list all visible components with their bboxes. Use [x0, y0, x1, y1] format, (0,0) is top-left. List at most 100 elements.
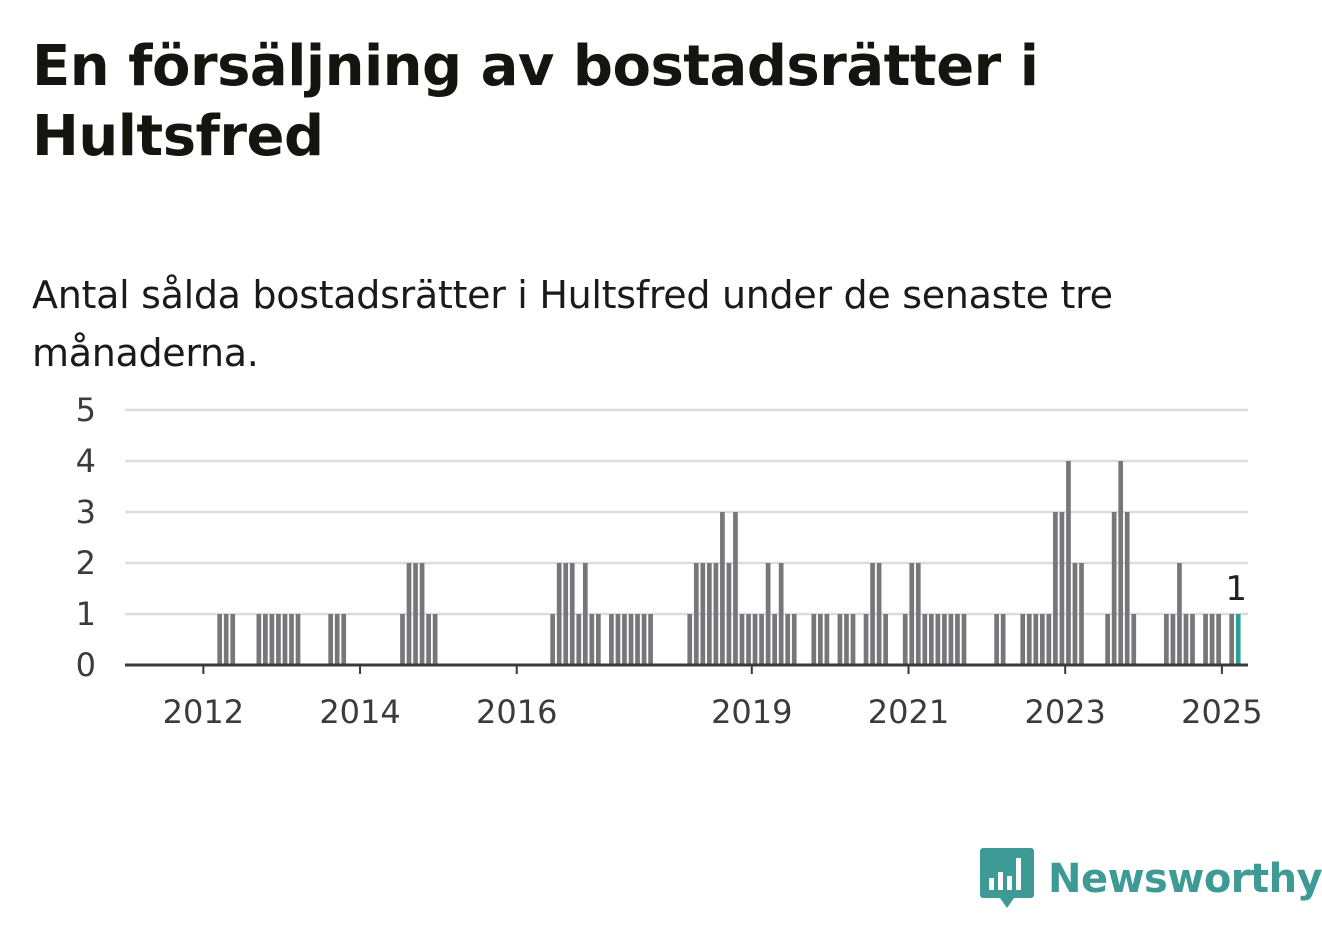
bar [622, 614, 627, 665]
bar [295, 614, 301, 665]
bar [1105, 614, 1110, 665]
bar [1039, 614, 1045, 665]
y-tick-label: 3 [76, 493, 96, 531]
bar [582, 563, 588, 665]
bar [713, 563, 719, 665]
bar [746, 614, 751, 665]
y-tick-label: 0 [76, 646, 96, 684]
bar [282, 614, 288, 665]
bar [1053, 512, 1058, 665]
bar [263, 614, 268, 665]
x-tick-label: 2021 [868, 693, 949, 731]
bar [785, 614, 791, 665]
bar [556, 563, 562, 665]
y-axis-ticks: 0 1 2 3 4 5 [76, 391, 96, 684]
bar [720, 512, 725, 665]
bar [955, 614, 960, 665]
bar [426, 614, 431, 665]
bar [844, 614, 849, 665]
newsworthy-logo: Newsworthy [980, 848, 1322, 910]
bar [1111, 512, 1117, 665]
bar [752, 614, 758, 665]
bar [1131, 614, 1137, 665]
bar [569, 563, 575, 665]
bar [693, 563, 699, 665]
bar [942, 614, 947, 665]
bar [256, 614, 262, 665]
x-tick-label: 2014 [319, 693, 400, 731]
bar [217, 614, 223, 665]
brand-name: Newsworthy [1048, 856, 1322, 902]
bar [615, 614, 621, 665]
bar [778, 563, 784, 665]
x-tick-label: 2016 [476, 693, 557, 731]
bar [961, 614, 967, 665]
x-axis-ticks: 2012 2014 2016 2019 2021 2023 2025 [163, 665, 1263, 731]
chart-title: En försäljning av bostadsrätter i Hultsf… [32, 34, 1039, 169]
bar [432, 614, 438, 665]
y-tick-label: 5 [76, 391, 96, 429]
bar [870, 563, 875, 665]
bar [687, 614, 693, 665]
bar [1079, 563, 1084, 665]
bar [550, 614, 556, 665]
bar [863, 614, 869, 665]
bar [635, 614, 640, 665]
bar [230, 614, 236, 665]
bar [1229, 614, 1235, 665]
data-label: 1 [1225, 569, 1247, 609]
bar [406, 563, 412, 665]
bar [1066, 461, 1071, 665]
bar [1033, 614, 1039, 665]
y-tick-label: 4 [76, 442, 96, 480]
bar [328, 614, 334, 665]
bar [413, 563, 418, 665]
bar [609, 614, 614, 665]
bar [641, 614, 647, 665]
bar [811, 614, 817, 665]
bar [628, 614, 634, 665]
bar [1072, 563, 1078, 665]
y-tick-label: 1 [76, 595, 96, 633]
bar [928, 614, 934, 665]
bar [759, 614, 764, 665]
bar [817, 614, 823, 665]
bar-chart: 0 1 2 3 4 5 2012 2014 2016 2019 2021 2023 2025 1 [76, 391, 1263, 731]
bar [876, 563, 882, 665]
bar [1164, 614, 1169, 665]
bar [269, 614, 275, 665]
bar [837, 614, 843, 665]
bar [1026, 614, 1032, 665]
bar [589, 614, 595, 665]
bar [700, 563, 706, 665]
bar [909, 563, 915, 665]
chart-subtitle: Antal sålda bostadsrätter i Hultsfred un… [32, 273, 1113, 375]
bar [1235, 614, 1241, 665]
bar [1183, 614, 1189, 665]
bar [772, 614, 777, 665]
bar [1190, 614, 1195, 665]
bar [994, 614, 999, 665]
bar [648, 614, 653, 665]
bar [850, 614, 856, 665]
bar [739, 614, 745, 665]
bar [1203, 614, 1208, 665]
bar [1118, 461, 1124, 665]
bar [707, 563, 712, 665]
bar [1059, 512, 1065, 665]
bar [276, 614, 281, 665]
bar [563, 563, 569, 665]
data-labels: 1 [1225, 569, 1247, 609]
bar [1209, 614, 1215, 665]
bar [824, 614, 830, 665]
x-tick-label: 2019 [711, 693, 792, 731]
bar [1177, 563, 1182, 665]
bar [400, 614, 405, 665]
bar [902, 614, 908, 665]
x-tick-label: 2012 [163, 693, 244, 731]
bar [334, 614, 340, 665]
bars [217, 461, 1241, 665]
chat-bubble-bar-chart-icon [980, 848, 1034, 908]
bar [289, 614, 294, 665]
bar [948, 614, 954, 665]
